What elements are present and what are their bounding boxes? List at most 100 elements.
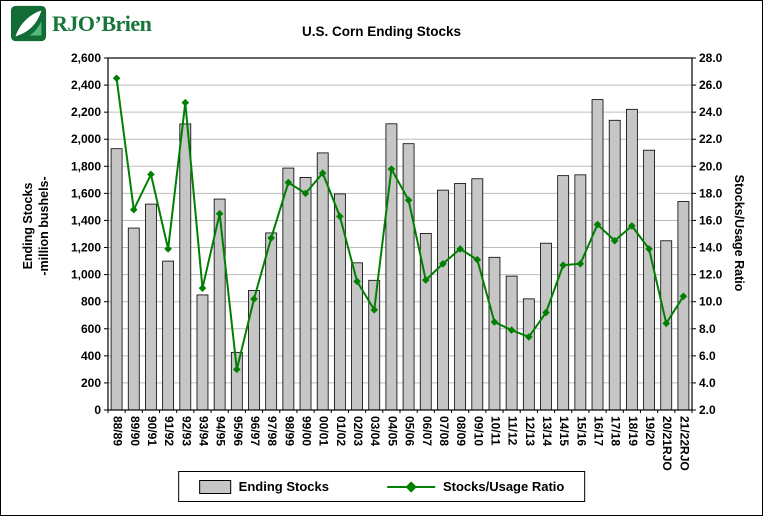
rjo-logo-text: RJO’Brien — [52, 10, 152, 36]
ratio-marker-icon — [628, 222, 636, 230]
ratio-marker-icon — [129, 205, 138, 214]
ratio-marker-icon — [559, 261, 567, 269]
ratio-marker-icon — [284, 178, 293, 187]
ratio-marker-icon — [267, 234, 275, 242]
x-axis-category-label: 19/20 — [643, 416, 657, 446]
x-axis-category-label: 12/13 — [523, 416, 537, 446]
ending-stocks-bar — [557, 175, 570, 411]
x-axis-category-label: 93/94 — [196, 416, 210, 446]
ratio-marker-icon — [112, 74, 121, 83]
right-axis-tick-label: 18.0 — [699, 186, 723, 200]
right-axis-tick-label: 14.0 — [699, 241, 723, 255]
left-axis-tick-label: 1,600 — [71, 186, 101, 200]
x-axis-category-label: 03/04 — [368, 416, 382, 446]
ending-stocks-bar — [454, 183, 467, 411]
left-axis-tick-label: 1,400 — [71, 213, 101, 227]
ending-stocks-bar — [643, 149, 655, 411]
ending-stocks-bar — [162, 260, 175, 411]
ratio-marker-icon — [421, 276, 430, 284]
legend: Ending Stocks Stocks/Usage Ratio — [177, 471, 586, 502]
x-axis-category-label: 09/10 — [471, 416, 485, 446]
ratio-marker-icon — [679, 292, 688, 301]
ending-stocks-bar — [591, 99, 604, 411]
ending-stocks-bar — [110, 148, 123, 411]
plot-border — [107, 57, 693, 411]
ratio-marker-icon — [439, 259, 447, 268]
ending-stocks-bar — [402, 143, 415, 411]
ratio-marker-icon — [301, 189, 310, 198]
left-axis-tick-label: 1,800 — [71, 159, 101, 173]
x-axis-category-label: 14/15 — [557, 416, 571, 446]
ratio-marker-icon — [542, 308, 550, 317]
x-axis-category-label: 98/99 — [282, 416, 296, 446]
ending-stocks-bar — [437, 189, 449, 411]
ratio-marker-icon — [336, 212, 344, 221]
ratio-marker-icon — [456, 245, 464, 253]
ratio-marker-icon — [318, 169, 327, 177]
x-axis-category-label: 89/90 — [128, 416, 142, 446]
x-axis-category-label: 95/96 — [231, 416, 245, 446]
ending-stocks-bar — [540, 242, 552, 411]
ratio-marker-icon — [645, 245, 653, 253]
ending-stocks-bar — [265, 232, 278, 411]
ending-stocks-bar — [282, 167, 295, 411]
ratio-marker-icon — [610, 236, 619, 245]
ratio-marker-icon — [507, 326, 516, 334]
ending-stocks-bar — [145, 203, 157, 411]
legend-item-stocks-usage-ratio: Stocks/Usage Ratio — [386, 479, 565, 494]
ratio-marker-icon — [525, 333, 533, 341]
x-axis-category-label: 01/02 — [334, 416, 348, 446]
chart-title: U.S. Corn Ending Stocks — [301, 24, 461, 39]
ratio-marker-icon — [576, 259, 585, 268]
ending-stocks-bar — [368, 279, 381, 411]
x-axis-category-label: 05/06 — [403, 416, 417, 446]
ending-stocks-bar — [608, 119, 621, 411]
x-axis-category-label: 08/09 — [454, 416, 468, 446]
rjo-brien-logo: RJO’Brien — [10, 5, 152, 42]
x-axis-category-label: 88/89 — [111, 416, 125, 446]
x-axis-category-label: 13/14 — [540, 416, 554, 446]
ratio-marker-icon — [250, 295, 258, 303]
x-axis-category-label: 04/05 — [385, 416, 399, 446]
x-axis-category-label: 99/00 — [300, 416, 314, 446]
left-axis-tick-label: 0 — [94, 403, 101, 417]
left-axis-tick-label: 200 — [81, 376, 101, 390]
left-axis-tick-label: 400 — [81, 349, 101, 363]
legend-label-stocks-usage-ratio: Stocks/Usage Ratio — [442, 479, 565, 494]
ending-stocks-bar — [333, 193, 346, 411]
ratio-marker-icon — [181, 98, 190, 107]
right-axis-tick-label: 6.0 — [699, 349, 716, 363]
ratio-marker-icon — [353, 277, 361, 286]
right-axis-tick-label: 24.0 — [699, 105, 723, 119]
ratio-marker-icon — [404, 196, 413, 204]
left-axis-tick-label: 600 — [81, 322, 101, 336]
ending-stocks-bar — [677, 201, 690, 411]
right-axis-tick-label: 20.0 — [699, 159, 723, 173]
ratio-marker-icon — [490, 318, 499, 326]
x-axis-category-label: 11/12 — [506, 416, 520, 446]
x-axis-category-label: 91/92 — [162, 416, 176, 446]
ratio-marker-icon — [147, 170, 155, 179]
x-axis-category-label: 10/11 — [488, 416, 502, 446]
ratio-marker-icon — [164, 245, 172, 253]
ending-stocks-bar — [574, 174, 587, 411]
right-axis-tick-label: 2.0 — [699, 403, 716, 417]
right-axis-tick-label: 28.0 — [699, 51, 723, 65]
stocks-usage-ratio-line — [115, 78, 685, 370]
x-axis-category-label: 06/07 — [420, 416, 434, 446]
x-axis-category-label: 07/08 — [437, 416, 451, 446]
x-axis-category-label: 21/22RJO — [677, 416, 691, 471]
left-axis-tick-label: 2,400 — [71, 78, 101, 92]
rjo-logo-icon — [10, 5, 47, 42]
right-axis-tick-label: 16.0 — [699, 213, 723, 227]
left-axis-tick-label: 800 — [81, 295, 101, 309]
ratio-marker-icon — [473, 255, 482, 264]
ratio-marker-icon — [593, 220, 602, 229]
left-axis-tick-label: 2,000 — [71, 132, 101, 146]
ending-stocks-bar — [625, 108, 638, 411]
ending-stocks-bar — [299, 177, 312, 411]
ratio-marker-icon — [662, 319, 671, 328]
ending-stocks-bar — [127, 227, 140, 411]
x-axis-category-label: 20/21RJO — [660, 416, 674, 471]
